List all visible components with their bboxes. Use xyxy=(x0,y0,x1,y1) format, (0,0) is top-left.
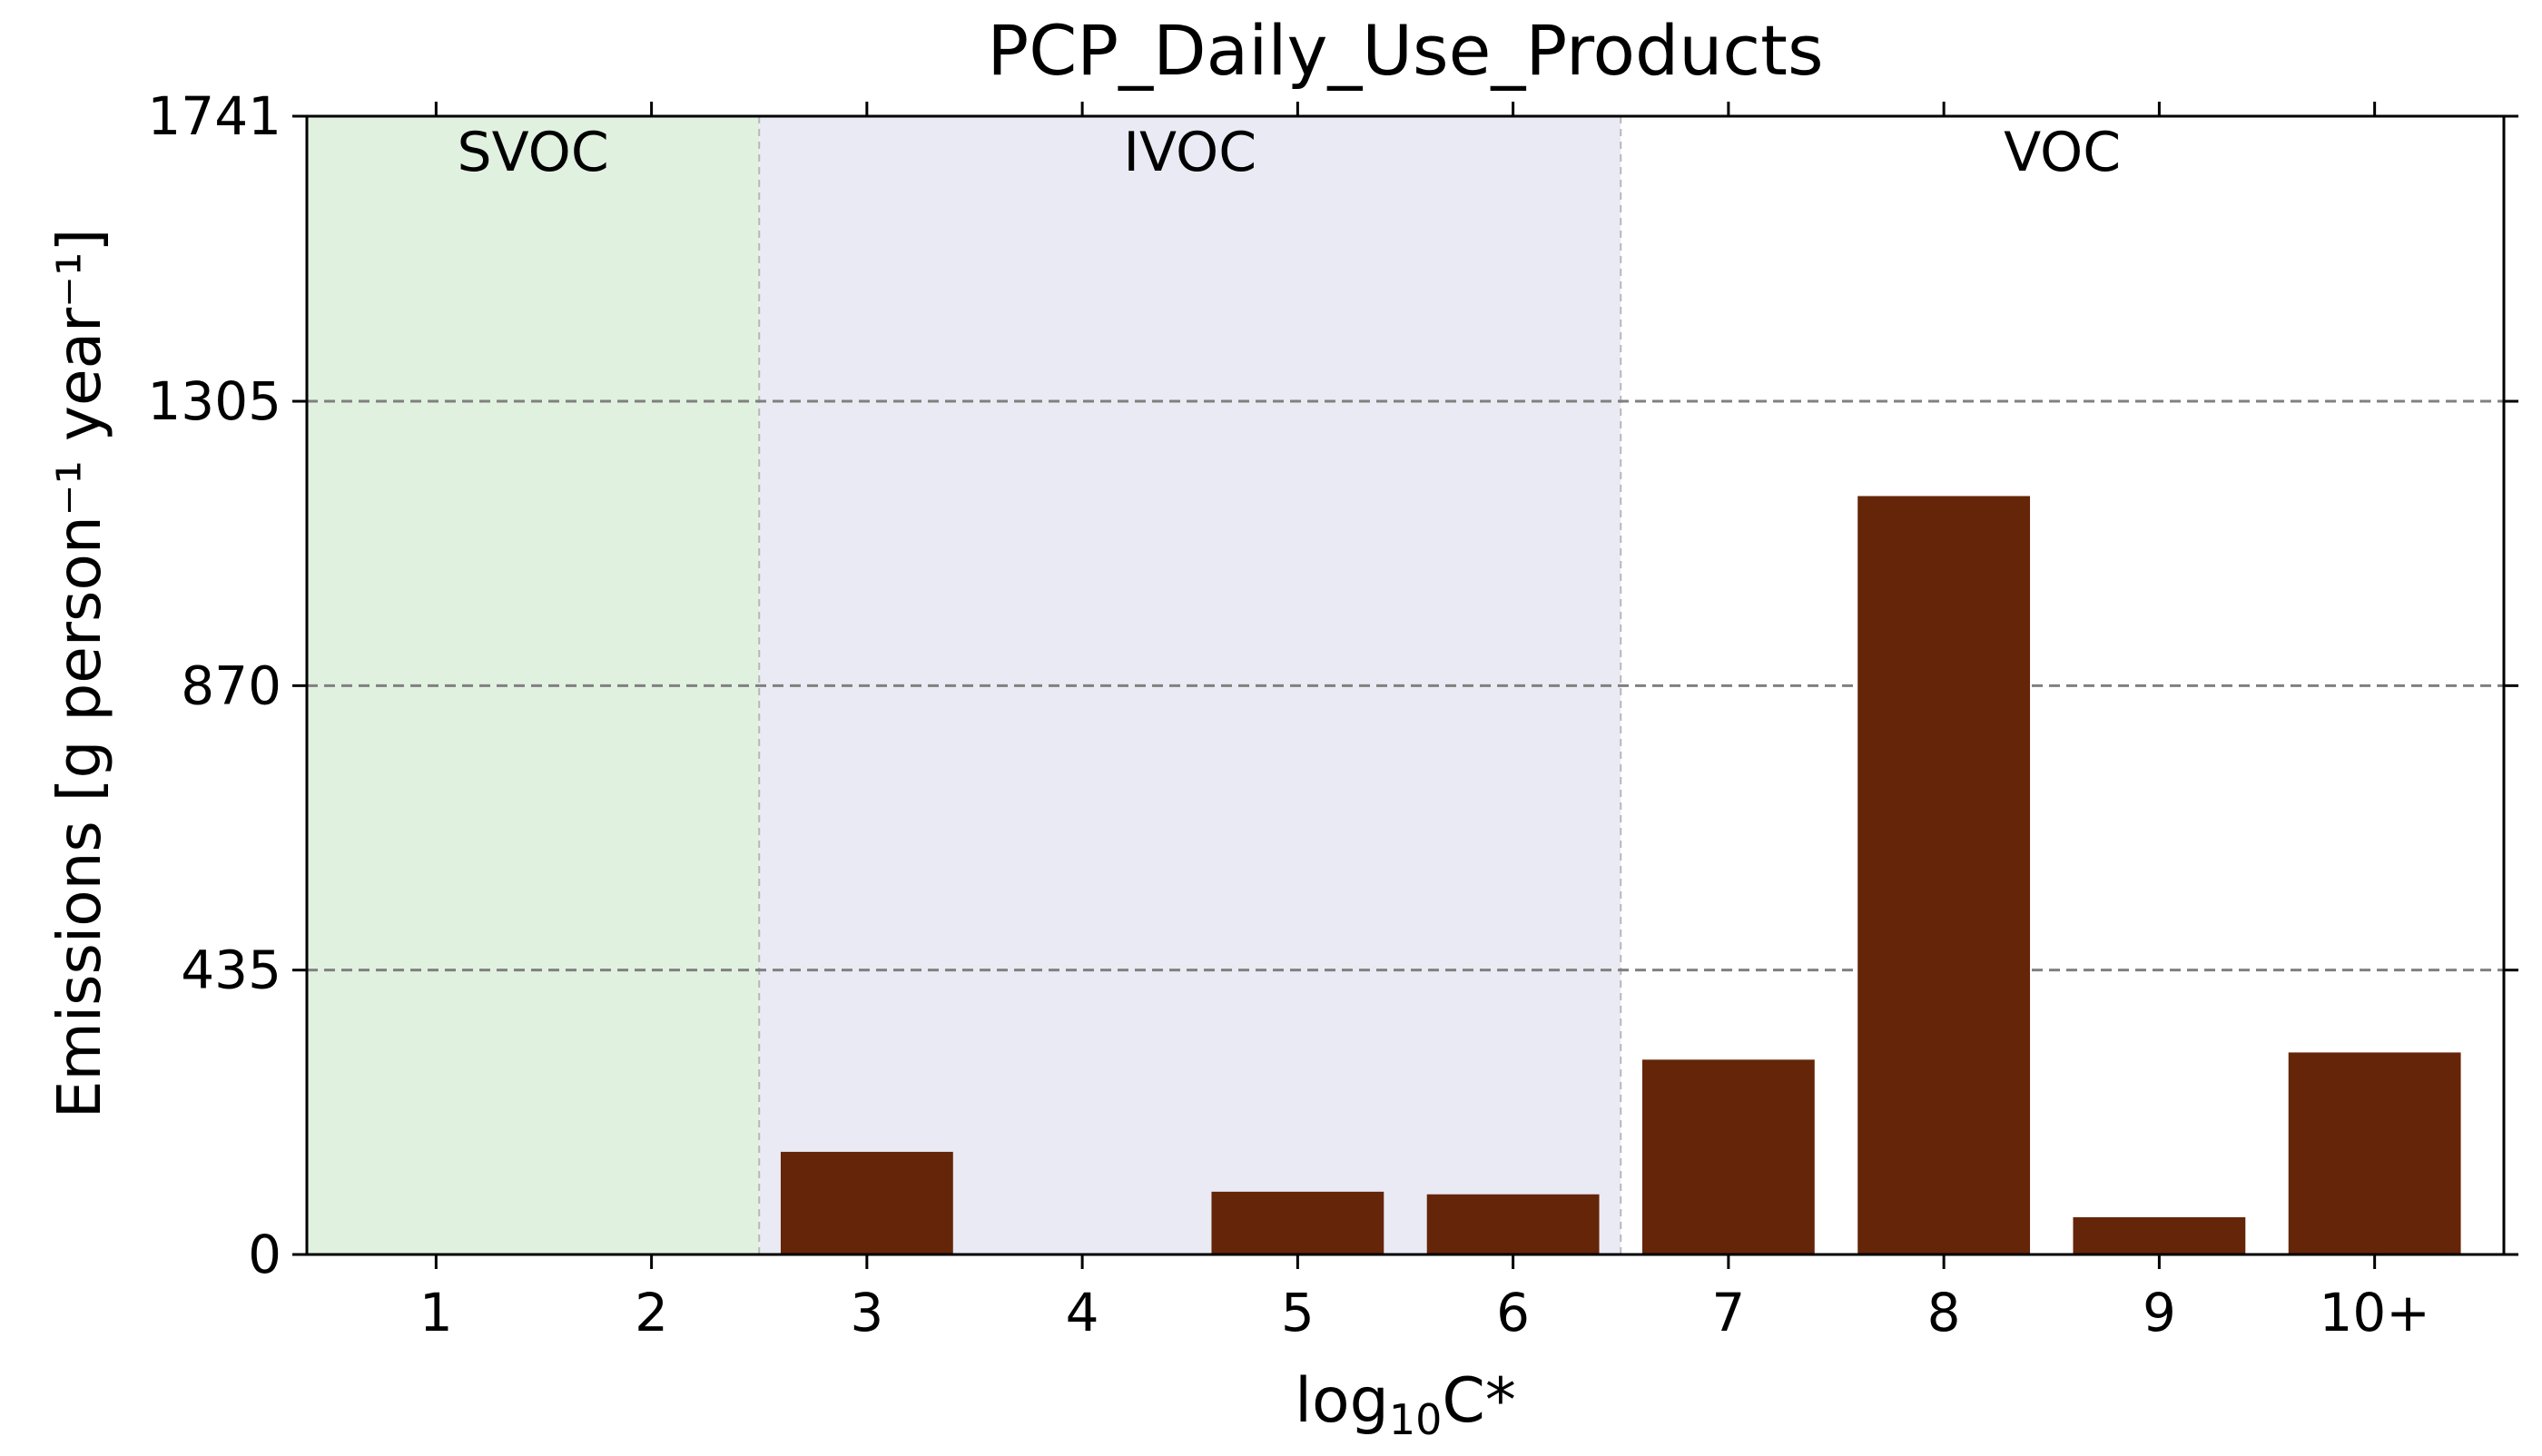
bars-layer xyxy=(780,496,2461,1254)
x-tick-label: 4 xyxy=(1066,1282,1099,1343)
bar-3 xyxy=(780,1151,953,1254)
x-tick-label: 8 xyxy=(1927,1282,1961,1343)
x-tick-label: 6 xyxy=(1496,1282,1530,1343)
bar-9 xyxy=(2073,1216,2246,1254)
y-tick-label: 870 xyxy=(181,654,281,716)
region-label-voc: VOC xyxy=(2004,121,2121,184)
y-tick-label: 1741 xyxy=(147,85,281,147)
x-tick-label: 7 xyxy=(1711,1282,1745,1343)
x-tick-label: 1 xyxy=(419,1282,453,1343)
y-axis-label: Emissions [g person⁻¹ year⁻¹] xyxy=(44,229,114,1118)
x-tick-label: 5 xyxy=(1281,1282,1315,1343)
region-label-svoc: SVOC xyxy=(458,121,609,184)
bar-5 xyxy=(1211,1191,1384,1254)
labels-layer: PCP_Daily_Use_Products log10C* Emissions… xyxy=(44,10,1824,1444)
y-tick-label: 435 xyxy=(181,940,281,1001)
x-tick-label: 2 xyxy=(635,1282,668,1343)
y-tick-label: 0 xyxy=(248,1224,281,1285)
bar-6 xyxy=(1426,1194,1600,1254)
y-tick-label: 1305 xyxy=(147,370,281,432)
bar-10plus xyxy=(2288,1052,2461,1254)
x-axis-label-base: log xyxy=(1295,1365,1389,1437)
axes-layer: 0 435 870 1305 1741 1 2 3 4 5 6 7 8 9 10+ xyxy=(147,85,2518,1343)
bar-8 xyxy=(1857,496,2031,1254)
grid-layer xyxy=(307,399,2504,972)
chart-title: PCP_Daily_Use_Products xyxy=(987,10,1823,91)
x-axis-label: log10C* xyxy=(1295,1365,1516,1444)
x-tick-label: 3 xyxy=(850,1282,883,1343)
region-label-ivoc: IVOC xyxy=(1123,121,1256,184)
x-axis-label-subscript: 10 xyxy=(1389,1395,1443,1444)
bar-7 xyxy=(1641,1059,1815,1254)
x-tick-label: 9 xyxy=(2143,1282,2176,1343)
x-axis-label-tail: C* xyxy=(1442,1365,1515,1437)
x-tick-label: 10+ xyxy=(2319,1282,2429,1343)
